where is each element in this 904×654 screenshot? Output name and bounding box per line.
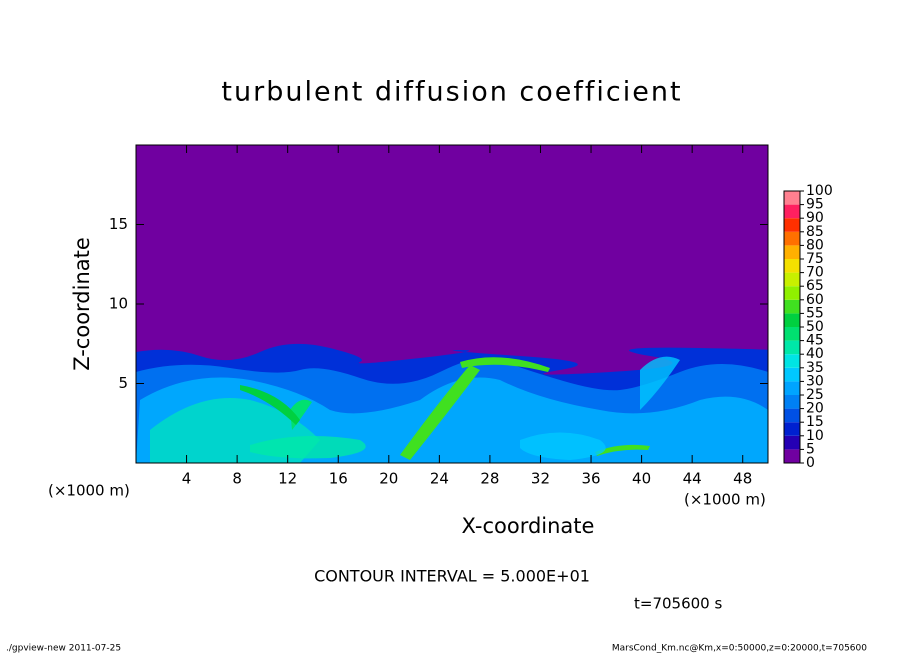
colorbar-band [784, 354, 800, 368]
colorbar-band [784, 367, 800, 382]
x-tick-label: 28 [480, 470, 499, 488]
x-tick-label: 36 [581, 470, 600, 488]
x-tick-label: 40 [632, 470, 651, 488]
colorbar-label: 20 [806, 401, 824, 417]
y-unit-label: (×1000 m) [684, 491, 766, 509]
colorbar-band [784, 340, 800, 355]
colorbar-band [784, 259, 800, 273]
colorbar-band [784, 313, 800, 327]
colorbar-label: 75 [806, 251, 824, 267]
x-tick-label: 32 [531, 470, 550, 488]
colorbar-band [784, 381, 800, 395]
y-axis-label: Z-coordinate [70, 237, 94, 371]
colorbar-band [784, 395, 800, 409]
colorbar-band [784, 231, 800, 246]
colorbar-label: 45 [806, 333, 824, 349]
colorbar-label: 0 [806, 455, 815, 471]
colorbar-label: 10 [806, 428, 824, 444]
x-tick-label: 20 [379, 470, 398, 488]
colorbar-band [784, 191, 800, 205]
x-tick-label: 8 [232, 470, 242, 488]
y-tick-label: 5 [118, 374, 128, 392]
x-tick-label: 16 [329, 470, 348, 488]
colorbar-band [784, 327, 800, 341]
colorbar-label: 35 [806, 360, 824, 376]
x-tick-label: 4 [182, 470, 192, 488]
colorbar-label: 5 [806, 441, 815, 457]
x-tick-label: 44 [683, 470, 702, 488]
colorbar-label: 70 [806, 265, 824, 281]
colorbar-band [784, 218, 800, 232]
y-tick-label: 10 [109, 295, 128, 313]
colorbar-band [784, 422, 800, 436]
y-tick-label: 15 [109, 215, 128, 233]
chart-title: turbulent diffusion coefficient [221, 77, 682, 108]
field [136, 145, 768, 463]
colorbar-label: 40 [806, 346, 824, 362]
footer-left: ./gpview-new 2011-07-25 [6, 644, 121, 654]
colorbar-band [784, 435, 800, 450]
time-label: t=705600 s [634, 595, 722, 613]
colorbar-label: 55 [806, 305, 824, 321]
colorbar-label: 50 [806, 319, 824, 335]
colorbar-label: 100 [806, 183, 833, 199]
colorbar-band [784, 449, 800, 463]
colorbar-band [784, 408, 800, 423]
colorbar-label: 80 [806, 237, 824, 253]
x-tick-label: 24 [430, 470, 449, 488]
x-tick-label: 48 [733, 470, 752, 488]
colorbar-label: 30 [806, 373, 824, 389]
colorbar-band [784, 245, 800, 259]
x-axis-label: X-coordinate [462, 514, 595, 538]
colorbar-band [784, 272, 800, 287]
colorbar-label: 60 [806, 292, 824, 308]
x-unit-label: (×1000 m) [48, 482, 130, 500]
colorbar-label: 85 [806, 224, 824, 240]
colorbar-label: 95 [806, 197, 824, 213]
colorbar-band [784, 204, 800, 219]
colorbar-label: 15 [806, 414, 824, 430]
contour-interval: CONTOUR INTERVAL = 5.000E+01 [314, 567, 590, 586]
x-tick-label: 12 [278, 470, 297, 488]
colorbar-band [784, 299, 800, 314]
colorbar-label: 65 [806, 278, 824, 294]
colorbar-label: 25 [806, 387, 824, 403]
footer-right: MarsCond_Km.nc@Km,x=0:50000,z=0:20000,t=… [612, 644, 867, 654]
colorbar-label: 90 [806, 210, 824, 226]
colorbar-band [784, 286, 800, 300]
